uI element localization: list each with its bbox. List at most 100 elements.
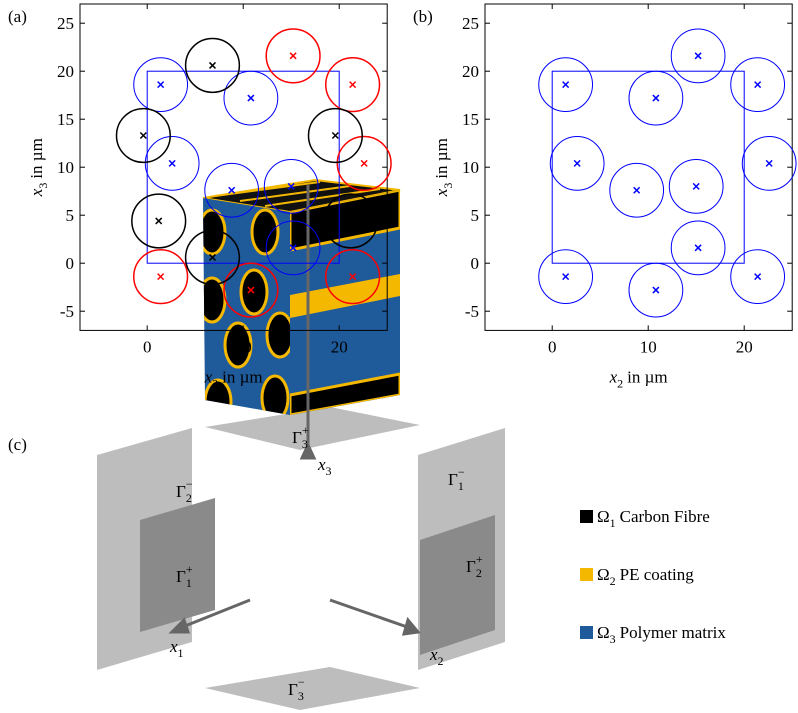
centre-marker <box>695 53 701 59</box>
centre-marker <box>634 187 640 193</box>
fibre <box>267 313 293 357</box>
x-tick-label: 0 <box>548 337 557 356</box>
axis-unit: in µm <box>222 367 263 386</box>
boundary-sup: + <box>476 552 483 566</box>
centre-marker <box>755 274 761 280</box>
boundary-label: Γ2+ <box>466 552 483 580</box>
axis-unit: in µm <box>27 138 46 179</box>
boundary-sub: 1 <box>186 576 192 590</box>
y-tick-label: 10 <box>462 158 479 177</box>
plane <box>205 407 420 450</box>
y-tick-label: 5 <box>471 206 480 225</box>
axis-sub: 3 <box>441 183 455 189</box>
x-tick-label: 20 <box>736 337 753 356</box>
axis-unit: in µm <box>432 138 451 179</box>
centre-marker <box>229 187 235 193</box>
legend-symbol: Ω <box>597 507 610 526</box>
y-tick-label: 10 <box>57 158 74 177</box>
boundary-symbol: Γ <box>448 470 458 489</box>
legend-symbol: Ω <box>597 565 610 584</box>
axis-sub: 2 <box>617 376 623 390</box>
legend-text: Carbon Fibre <box>620 507 710 526</box>
centre-marker <box>695 245 701 251</box>
fibre <box>262 376 288 420</box>
legend-swatch <box>580 626 593 639</box>
y-tick-label: -5 <box>60 302 74 321</box>
legend-swatch <box>580 568 593 581</box>
axis-label: x3 <box>317 455 332 478</box>
boundary-symbol: Γ <box>288 680 298 699</box>
legend-symbol: Ω <box>597 623 610 642</box>
boundary-label: Γ2− <box>176 477 193 505</box>
centre-marker <box>766 160 772 166</box>
centre-marker <box>158 82 164 88</box>
centre-marker <box>350 82 356 88</box>
axis-sub: 3 <box>326 464 332 478</box>
legend-sub: 3 <box>610 632 616 646</box>
fibre <box>252 210 278 254</box>
centre-marker <box>248 95 254 101</box>
page: (c) x1 x2 x3 Γ2−Γ1+Γ1−Γ2+Γ3+Γ3− Ω1Carbon… <box>0 0 798 713</box>
boundary-sub: 2 <box>186 491 192 505</box>
axis-arrow <box>330 600 410 628</box>
boundary-label: Γ1− <box>448 465 465 493</box>
x-tick-label: 10 <box>235 337 252 356</box>
boundary-label: Γ3− <box>288 675 305 703</box>
boundary-sup: + <box>186 562 193 576</box>
boundary-sup: − <box>458 465 465 479</box>
legend-sub: 2 <box>610 574 616 588</box>
centre-marker <box>653 95 659 101</box>
centre-marker <box>158 274 164 280</box>
boundary-symbol: Γ <box>292 428 302 447</box>
diagram: (c) x1 x2 x3 Γ2−Γ1+Γ1−Γ2+Γ3+Γ3− Ω1Carbon… <box>8 180 726 710</box>
y-tick-label: 15 <box>462 110 479 129</box>
axis-sub: 3 <box>36 183 50 189</box>
centre-marker <box>169 160 175 166</box>
centre-marker <box>361 160 367 166</box>
y-tick-label: 20 <box>57 62 74 81</box>
plane <box>140 498 215 632</box>
centre-marker <box>209 62 215 68</box>
x-tick-label: 0 <box>143 337 152 356</box>
boundary-sub: 2 <box>476 566 482 580</box>
boundary-sup: − <box>298 675 305 689</box>
axis-sub: 1 <box>178 646 184 660</box>
y-tick-label: 5 <box>66 206 75 225</box>
axis-label: x3in µm <box>432 138 455 197</box>
legend-label: Ω2 PE coating <box>597 565 694 588</box>
centre-marker <box>653 287 659 293</box>
y-tick-label: 15 <box>57 110 74 129</box>
centre-marker <box>755 82 761 88</box>
legend-label: Ω1 Carbon Fibre <box>597 507 710 530</box>
legend-sub: 1 <box>610 516 616 530</box>
fibre <box>241 270 267 314</box>
y-tick-label: -5 <box>465 302 479 321</box>
plot-frame <box>485 4 792 330</box>
boundary-symbol: Γ <box>176 567 186 586</box>
legend-swatch <box>580 510 593 523</box>
y-tick-label: 0 <box>66 254 75 273</box>
figure: (c) x1 x2 x3 Γ2−Γ1+Γ1−Γ2+Γ3+Γ3− Ω1Carbon… <box>0 0 798 713</box>
boundary-symbol: Γ <box>176 482 186 501</box>
axis-sub: 2 <box>438 654 444 668</box>
centre-marker <box>563 274 569 280</box>
y-tick-label: 20 <box>462 62 479 81</box>
boundary-label: Γ1+ <box>176 562 193 590</box>
arrow-head <box>404 620 418 634</box>
axis-unit: in µm <box>627 367 668 386</box>
y-tick-label: 0 <box>471 254 480 273</box>
boundary-sup: − <box>186 477 193 491</box>
centre-marker <box>290 53 296 59</box>
axis-sub: 2 <box>212 376 218 390</box>
centre-marker <box>693 183 699 189</box>
x-tick-label: 20 <box>331 337 348 356</box>
centre-marker <box>156 218 162 224</box>
x-tick-label: 10 <box>640 337 657 356</box>
boundary-sup: + <box>302 423 309 437</box>
legend-text: PE coating <box>620 565 695 584</box>
axis-label: x3in µm <box>27 138 50 197</box>
boundary-symbol: Γ <box>466 557 476 576</box>
